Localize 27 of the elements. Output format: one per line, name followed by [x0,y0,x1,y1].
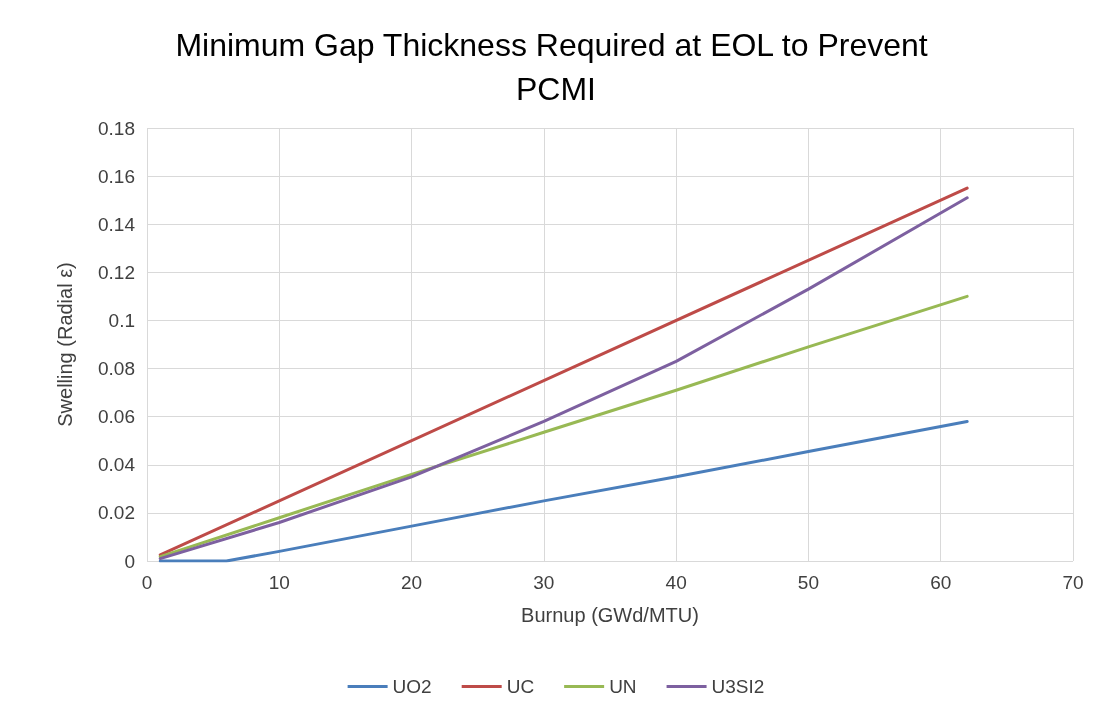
y-tick-label: 0.06 [98,406,135,428]
x-tick-label: 60 [930,572,952,593]
chart-title: Minimum Gap Thickness Required at EOL to Prevent PCMI [175,27,937,107]
y-axis-title: Swelling (Radial ε) [54,262,76,427]
y-tick-label: 0.08 [98,358,135,380]
y-tick-label: 0.12 [98,261,135,283]
y-tick-label: 0.1 [108,309,135,331]
y-tick-label: 0.16 [98,165,135,187]
x-tick-label: 70 [1062,572,1084,593]
y-tick-label: 0.14 [98,213,136,235]
legend-label: U3SI2 [711,676,765,697]
legend-label: UN [609,676,637,697]
y-tick-label: 0.02 [98,502,135,524]
line-series [158,294,969,559]
y-tick-label: 0.18 [98,117,135,139]
x-tick-label: 50 [797,572,819,593]
x-axis-title: Burnup (GWd/MTU) [521,604,699,626]
y-tick-label: 0.04 [98,454,136,476]
line-series [158,419,969,563]
y-tick-label: 0 [124,550,135,572]
x-tick-label: 20 [401,572,423,593]
legend-label: UC [506,676,535,697]
x-tick-label: 30 [533,572,555,593]
legend-label: UO2 [392,676,432,697]
x-tick-label: 40 [665,572,687,593]
x-tick-label: 10 [268,572,290,593]
x-tick-label: 0 [141,572,153,593]
